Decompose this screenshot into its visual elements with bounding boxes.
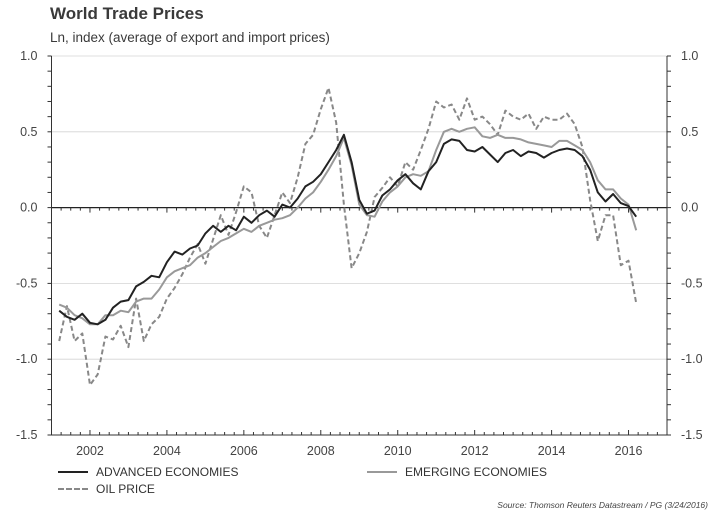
series-line-advanced-economies bbox=[58, 133, 638, 326]
legend-swatch-advanced bbox=[58, 471, 88, 473]
y-tick-label-left: 1.0 bbox=[20, 49, 37, 63]
y-tick-label-left: 0.5 bbox=[20, 125, 37, 139]
x-tick-label: 2008 bbox=[307, 444, 335, 458]
legend-swatch-emerging bbox=[367, 471, 397, 473]
y-tick-label-right: -1.5 bbox=[681, 428, 703, 442]
chart-title: World Trade Prices bbox=[50, 4, 204, 23]
y-tick-label-right: 0.5 bbox=[681, 125, 698, 139]
y-tick-label-right: 1.0 bbox=[681, 49, 698, 63]
x-tick-label: 2006 bbox=[230, 444, 258, 458]
legend-item-emerging: EMERGING ECONOMIES bbox=[367, 465, 547, 479]
x-tick-label: 2004 bbox=[153, 444, 181, 458]
source-note: Source: Thomson Reuters Datastream / PG … bbox=[497, 500, 708, 510]
chart-subtitle: Ln, index (average of export and import … bbox=[50, 30, 330, 45]
axes bbox=[47, 55, 671, 436]
legend-item-advanced: ADVANCED ECONOMIES bbox=[58, 465, 238, 479]
legend-label-emerging: EMERGING ECONOMIES bbox=[405, 465, 548, 479]
x-tick-label: 2002 bbox=[76, 444, 104, 458]
y-tick-label-left: -1.0 bbox=[16, 352, 38, 366]
x-tick-label: 2016 bbox=[615, 444, 643, 458]
x-tick-label: 2014 bbox=[538, 444, 566, 458]
x-tick-label: 2012 bbox=[461, 444, 489, 458]
y-tick-label-right: -1.0 bbox=[681, 352, 703, 366]
legend-label-advanced: ADVANCED ECONOMIES bbox=[96, 465, 239, 479]
tick-labels: 1.0 1.0 0.5 0.5 0.0 0.0 -0.5 -0.5 -1.0 -1.0 -1.5 -1… bbox=[16, 49, 703, 458]
series-line-emerging-economies bbox=[58, 126, 638, 326]
series-line-oil-price bbox=[58, 86, 638, 386]
x-tick-label: 2010 bbox=[384, 444, 412, 458]
series-lines bbox=[58, 86, 638, 386]
y-tick-label-right: 0.0 bbox=[681, 201, 698, 215]
y-tick-label-left: 0.0 bbox=[20, 201, 37, 215]
y-tick-label-left: -0.5 bbox=[16, 276, 38, 290]
legend-swatch-oil bbox=[58, 488, 88, 490]
y-tick-label-left: -1.5 bbox=[16, 428, 38, 442]
y-tick-label-right: -0.5 bbox=[681, 276, 703, 290]
legend-label-oil: OIL PRICE bbox=[96, 482, 155, 496]
legend-item-oil: OIL PRICE bbox=[58, 482, 155, 496]
